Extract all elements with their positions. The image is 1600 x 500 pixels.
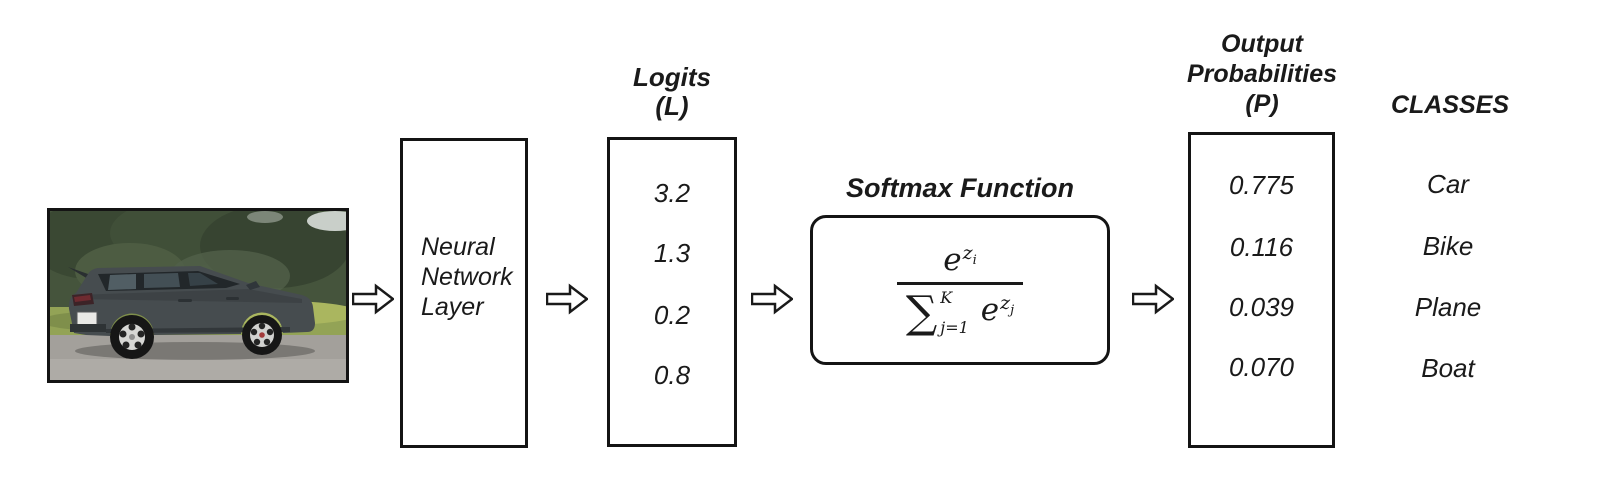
- class-label-car: Car: [1427, 169, 1469, 199]
- car-rear-wheel: [110, 315, 154, 359]
- class-label-boat: Boat: [1421, 353, 1475, 383]
- probability-value-3: 0.039: [1228, 292, 1295, 322]
- car-front-wheel: [242, 315, 282, 355]
- formula-numerator: e zi: [943, 241, 977, 278]
- logits-title-line2: (L): [655, 91, 689, 121]
- flow-arrow-3: [751, 283, 793, 315]
- formula-denominator: ∑ K j=1 e zj: [905, 286, 1015, 338]
- sum-upper-limit: K: [940, 287, 953, 307]
- output-title-line3: (P): [1245, 90, 1279, 118]
- flow-arrow-2: [546, 283, 588, 315]
- summation-symbol: ∑ K j=1: [905, 286, 969, 338]
- probability-value-4: 0.070: [1228, 352, 1295, 382]
- output-probabilities-title: Output Probabilities (P): [1162, 29, 1362, 119]
- neural-network-layer-label: Neural Network Layer: [421, 232, 513, 322]
- logits-title-line1: Logits: [633, 62, 711, 92]
- probability-value-2: 0.116: [1229, 232, 1294, 262]
- nn-label-line3: Layer: [421, 293, 484, 321]
- neural-network-layer-box: [400, 138, 528, 448]
- logit-value-4: 0.8: [653, 360, 691, 390]
- output-title-line2: Probabilities: [1186, 60, 1338, 88]
- class-label-plane: Plane: [1414, 292, 1482, 322]
- logit-value-3: 0.2: [653, 300, 691, 330]
- flow-arrow-1: [352, 283, 394, 315]
- softmax-title: Softmax Function: [846, 173, 1074, 203]
- class-label-bike: Bike: [1422, 231, 1474, 261]
- nn-label-line2: Network: [421, 263, 513, 291]
- softmax-formula: e zi ∑ K j=1 e zj: [897, 241, 1023, 338]
- car-photo-illustration: [50, 211, 346, 380]
- logit-value-2: 1.3: [653, 238, 691, 268]
- logit-value-1: 3.2: [653, 178, 691, 208]
- probability-value-1: 0.775: [1228, 170, 1295, 200]
- nn-label-line1: Neural: [421, 233, 495, 261]
- logits-title: Logits (L): [602, 63, 742, 121]
- input-car-photo: [47, 208, 349, 383]
- output-title-line1: Output: [1221, 30, 1303, 58]
- fraction-bar: [897, 281, 1023, 285]
- sum-lower-limit: j=1: [940, 317, 969, 337]
- output-probabilities-box: 0.775 0.116 0.039 0.070: [1188, 132, 1335, 448]
- softmax-function-box: e zi ∑ K j=1 e zj: [810, 215, 1110, 365]
- logits-box: 3.2 1.3 0.2 0.8: [607, 137, 737, 447]
- car-license-plate: [76, 311, 98, 326]
- classes-title: CLASSES: [1390, 91, 1510, 119]
- flow-arrow-4: [1132, 283, 1174, 315]
